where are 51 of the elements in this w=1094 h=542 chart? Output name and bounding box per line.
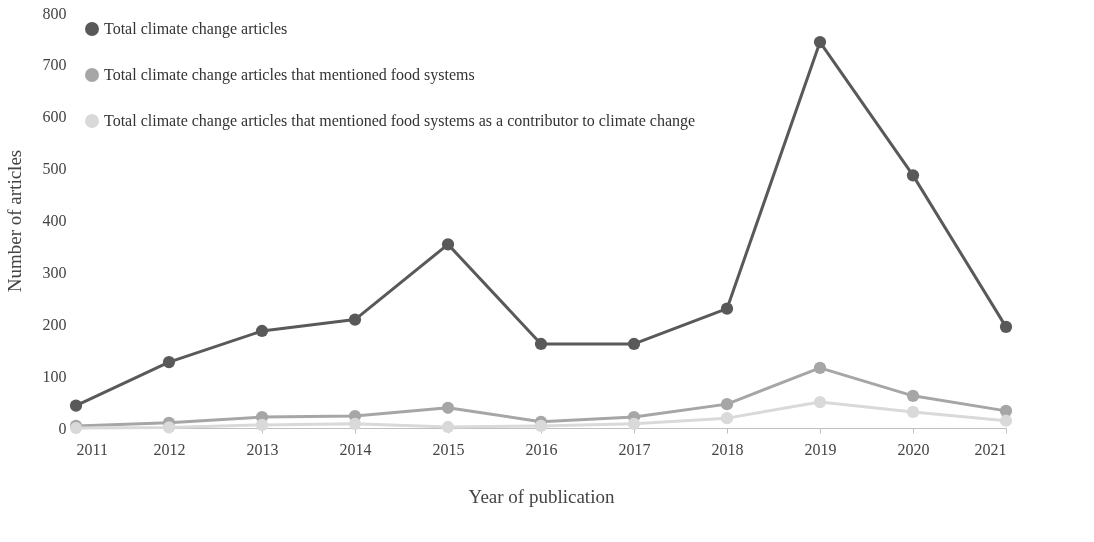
point (534, 419, 548, 433)
point (534, 337, 548, 351)
x-tick-label: 2016 (525, 440, 558, 458)
point (441, 238, 455, 251)
x-tick-label: 2013 (246, 440, 279, 458)
point (162, 421, 176, 434)
x-tick-label: 2019 (804, 440, 837, 458)
point (813, 35, 827, 49)
point (720, 302, 734, 315)
point (348, 313, 362, 326)
legend-label: Total climate change articles (104, 20, 288, 38)
point (906, 389, 920, 402)
point (627, 417, 641, 430)
x-tick-label: 2017 (618, 440, 651, 458)
y-tick-label: 500 (42, 160, 67, 178)
y-tick-label: 100 (42, 367, 67, 385)
point (999, 404, 1013, 417)
point (813, 395, 827, 409)
x-tick-label: 2015 (432, 440, 465, 458)
point (999, 414, 1013, 427)
point (162, 356, 176, 369)
x-tick-label: 2018 (711, 440, 744, 458)
point (441, 401, 455, 414)
point (999, 320, 1013, 333)
legend-label: Total climate change articles that mentioned food systems (104, 66, 475, 84)
point (906, 405, 920, 419)
point (255, 324, 269, 338)
point (441, 420, 455, 434)
point (720, 412, 734, 425)
y-tick-label: 400 (42, 212, 67, 229)
x-tick-label: 2011 (76, 440, 108, 458)
x-tick-label: 2014 (339, 440, 372, 458)
point (255, 418, 269, 431)
y-tick-label: 700 (42, 56, 67, 74)
x-tick-label: 2020 (897, 440, 930, 458)
point (720, 398, 734, 411)
x-tick-label: 2012 (153, 440, 186, 458)
point (906, 169, 920, 182)
y-axis-title: Number of articles (3, 149, 25, 293)
x-axis-title: Year of publication (468, 485, 615, 507)
point (813, 361, 827, 374)
x-tick-label: 2021 (974, 440, 1007, 458)
point (348, 417, 362, 430)
y-tick-label: 800 (42, 4, 67, 22)
y-tick-label: 600 (42, 108, 67, 126)
y-tick-label: 300 (42, 263, 67, 281)
point (627, 337, 641, 351)
legend-label: Total climate change articles that mentioned food systems as a contributor to climate change (104, 112, 696, 130)
point (69, 399, 83, 412)
y-tick-label: 200 (42, 315, 67, 333)
y-tick-label: 0 (58, 419, 67, 437)
